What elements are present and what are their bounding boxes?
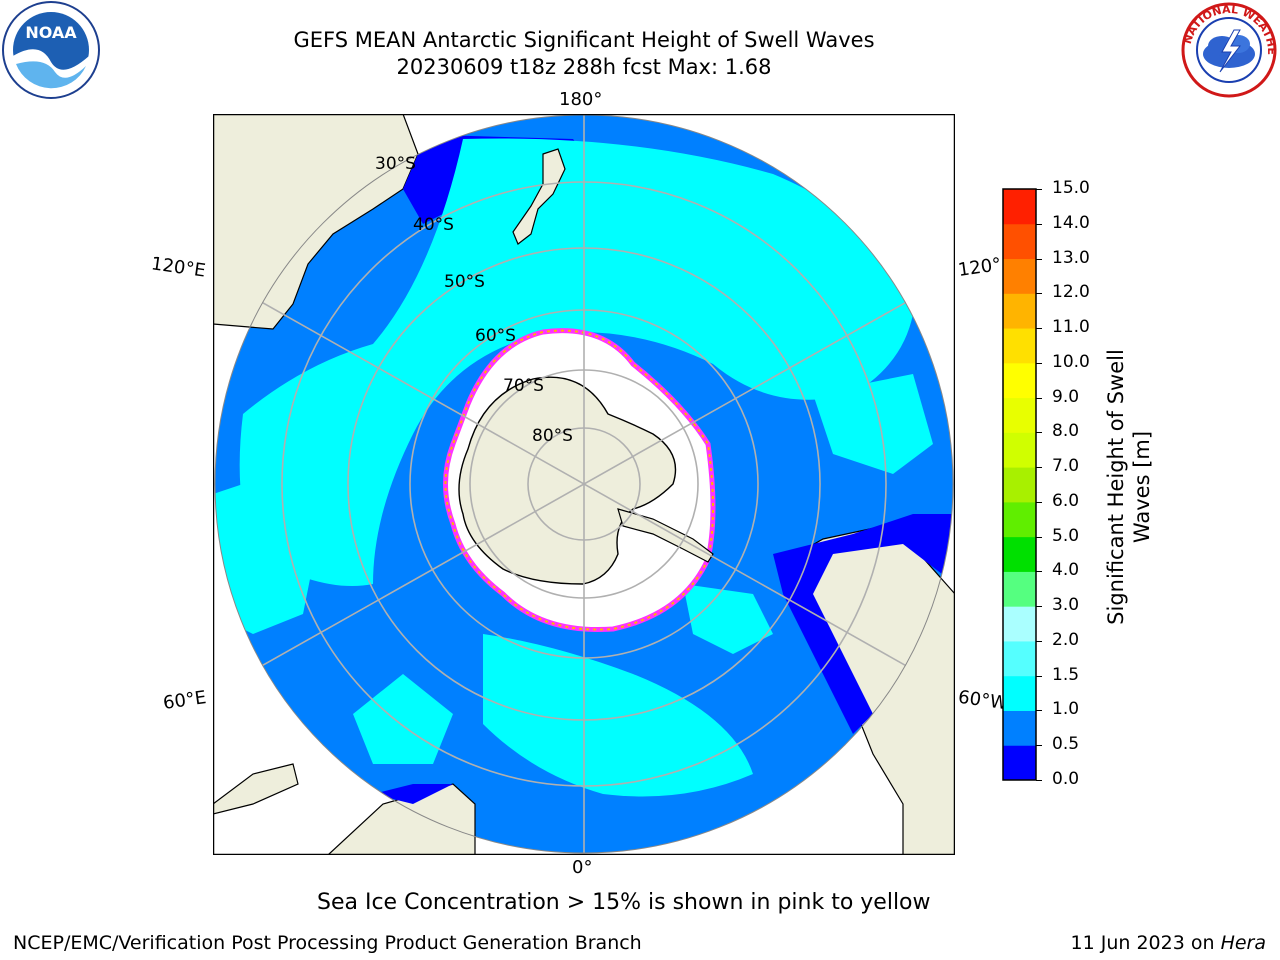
- colorbar-tick-mark: [1036, 293, 1042, 295]
- upper-right-blank: [833, 114, 955, 174]
- colorbar-segment: [1003, 189, 1036, 225]
- lon-label-60e: 60°E: [161, 687, 208, 714]
- madagascar-land: [213, 763, 299, 815]
- colorbar-segment: [1003, 362, 1036, 399]
- colorbar-tick-mark: [1036, 675, 1042, 677]
- colorbar-segment: [1003, 571, 1036, 607]
- colorbar-tick-mark: [1036, 362, 1042, 364]
- colorbar-tick-label: 9.0: [1052, 386, 1080, 407]
- colorbar-tick-label: 4.0: [1052, 560, 1080, 581]
- colorbar-tick-label: 7.0: [1052, 456, 1080, 477]
- colorbar-tick-mark: [1036, 536, 1042, 538]
- lat-label-70s: 70°S: [503, 376, 544, 396]
- colorbar-segment: [1003, 675, 1036, 711]
- footer-date: 11 Jun 2023 on: [1070, 932, 1221, 954]
- colorbar-title-line2: Waves [m]: [1130, 430, 1154, 544]
- footer-left: NCEP/EMC/Verification Post Processing Pr…: [13, 932, 642, 954]
- colorbar-segment: [1003, 710, 1036, 746]
- chart-title-line1: GEFS MEAN Antarctic Significant Height o…: [293, 28, 875, 52]
- colorbar-tick-mark: [1036, 467, 1042, 469]
- colorbar-tick-label: 13.0: [1052, 247, 1090, 268]
- lon-label-180: 180°: [559, 89, 603, 110]
- colorbar-segment: [1003, 745, 1036, 781]
- lon-label-120e: 120°E: [149, 253, 207, 282]
- polar-map: 30°S 40°S 50°S 60°S 70°S 80°S: [213, 114, 955, 855]
- colorbar-segment: [1003, 223, 1036, 260]
- colorbar-tick-mark: [1036, 223, 1042, 225]
- colorbar-segment: [1003, 328, 1036, 364]
- new-zealand-land: [512, 148, 566, 245]
- colorbar-tick-mark: [1036, 501, 1042, 503]
- map-frame: [213, 114, 955, 855]
- colorbar-tick-mark: [1036, 432, 1042, 434]
- colorbar-tick-mark: [1036, 745, 1042, 747]
- colorbar-tick-label: 5.0: [1052, 525, 1080, 546]
- footer-right: 11 Jun 2023 on Hera: [1071, 932, 1266, 954]
- graticule: [215, 115, 953, 853]
- noaa-logo-text: NOAA: [25, 23, 77, 42]
- colorbar-tick-mark: [1036, 640, 1042, 642]
- colorbar-tick-label: 12.0: [1052, 282, 1090, 303]
- colorbar-tick-label: 10.0: [1052, 351, 1090, 372]
- colorbar-tick-mark: [1036, 606, 1042, 608]
- colorbar-segment: [1003, 293, 1036, 329]
- colorbar-tick-mark: [1036, 397, 1042, 399]
- colorbar-segment: [1003, 432, 1036, 468]
- colorbar-title-line1: Significant Height of Swell: [1104, 349, 1128, 625]
- colorbar-segment: [1003, 258, 1036, 294]
- colorbar-segment: [1003, 606, 1036, 642]
- colorbar-tick-mark: [1036, 189, 1042, 190]
- colorbar-ticks: 0.0 0.5 1.0 1.5 2.0 3.0 4.0 5.0 6.0 7.0 8.0 9.0 10.0…: [1036, 0, 1100, 960]
- colorbar-segment: [1003, 501, 1036, 538]
- chart-title-line2: 20230609 t18z 288h fcst Max: 1.68: [396, 55, 772, 79]
- lon-label-120w: 120°: [956, 254, 1003, 281]
- colorbar-tick-label: 1.0: [1052, 699, 1080, 720]
- colorbar: [1002, 188, 1037, 781]
- colorbar-frame: [1002, 188, 1037, 781]
- colorbar-tick-label: 11.0: [1052, 317, 1090, 338]
- lat-label-80s: 80°S: [532, 426, 573, 446]
- colorbar-segment: [1003, 467, 1036, 503]
- colorbar-tick-label: 8.0: [1052, 421, 1080, 442]
- lat-label-60s: 60°S: [475, 326, 516, 346]
- colorbar-title: Significant Height of Swell Waves [m]: [1103, 337, 1157, 637]
- cyan-swell-band: [239, 138, 913, 586]
- lat-label-40s: 40°S: [413, 215, 454, 235]
- colorbar-tick-mark: [1036, 780, 1042, 781]
- lat-label-30s: 30°S: [375, 154, 416, 174]
- colorbar-tick-label: 1.5: [1052, 664, 1080, 685]
- sea-ice-caption: Sea Ice Concentration > 15% is shown in …: [317, 890, 931, 915]
- colorbar-tick-label: 3.0: [1052, 595, 1080, 616]
- colorbar-tick-mark: [1036, 328, 1042, 330]
- colorbar-tick-label: 0.5: [1052, 734, 1080, 755]
- colorbar-tick-label: 0.0: [1052, 769, 1080, 789]
- lon-label-0: 0°: [572, 857, 593, 878]
- antarctica-land: [458, 376, 677, 585]
- colorbar-tick-label: 6.0: [1052, 490, 1080, 511]
- footer-machine: Hera: [1220, 932, 1266, 954]
- colorbar-segment: [1003, 640, 1036, 677]
- antarctic-peninsula: [617, 508, 714, 563]
- lat-label-50s: 50°S: [444, 272, 485, 292]
- colorbar-tick-mark: [1036, 258, 1042, 260]
- nws-logo: NATIONAL WEATHER SERVICE: [1174, 0, 1280, 100]
- noaa-logo: NOAA: [0, 0, 104, 100]
- colorbar-tick-label: 14.0: [1052, 212, 1090, 233]
- colorbar-tick-label: 15.0: [1052, 178, 1090, 198]
- colorbar-tick-mark: [1036, 710, 1042, 712]
- colorbar-segment: [1003, 536, 1036, 572]
- colorbar-segment: [1003, 397, 1036, 433]
- colorbar-tick-label: 2.0: [1052, 629, 1080, 650]
- colorbar-tick-mark: [1036, 571, 1042, 573]
